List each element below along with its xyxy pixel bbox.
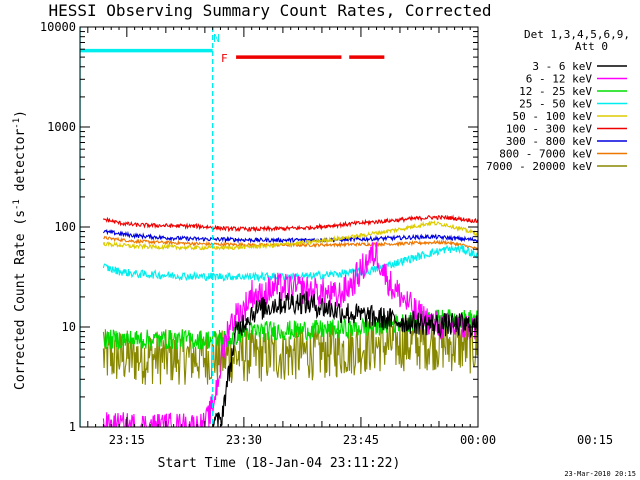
legend-item: 6 - 12 keV (526, 73, 627, 86)
legend-item-label: 25 - 50 keV (519, 98, 592, 111)
x-tick-label: 23:30 (226, 433, 262, 447)
series-line-50-100-kev (102, 220, 478, 252)
legend-item-label: 100 - 300 keV (506, 123, 592, 136)
legend-item-label: 6 - 12 keV (526, 73, 593, 86)
legend-item: 12 - 25 keV (519, 85, 627, 98)
y-axis-label: Corrected Count Rate (s-1 detector-1) (12, 110, 28, 390)
legend-item: 300 - 800 keV (506, 135, 627, 148)
legend-item: 7000 - 20000 keV (486, 160, 627, 173)
y-tick-label: 100 (54, 220, 76, 234)
y-tick-label: 10000 (40, 20, 76, 34)
y-tick-label: 10 (62, 320, 76, 334)
x-tick-label: 00:00 (460, 433, 496, 447)
legend-item: 800 - 7000 keV (499, 148, 627, 161)
series-line-800-7000-kev (103, 235, 478, 251)
series-line-100-300-kev (102, 214, 478, 233)
series-line-25-50-kev (102, 244, 478, 283)
flag-label-f: F (221, 52, 228, 65)
chart-title: HESSI Observing Summary Count Rates, Cor… (48, 1, 491, 20)
legend-header-attenuator: Att 0 (575, 40, 608, 53)
series-line-6-12-kev (102, 241, 478, 427)
series-line-300-800-kev (102, 228, 478, 245)
legend-item-label: 300 - 800 keV (506, 135, 592, 148)
legend-item: 3 - 6 keV (532, 60, 627, 73)
x-tick-label: 23:45 (343, 433, 379, 447)
y-tick-label: 1 (69, 420, 76, 434)
legend-item-label: 50 - 100 keV (513, 110, 593, 123)
x-axis-label: Start Time (18-Jan-04 23:11:22) (158, 456, 401, 471)
series-line-12-25-kev (102, 309, 478, 350)
x-tick-label: 00:15 (577, 433, 613, 447)
x-tick-label: 23:15 (109, 433, 145, 447)
plot-area: NFS11010010001000023:1523:3023:4500:0000… (40, 20, 613, 447)
data-layer (80, 27, 478, 427)
flag-label-n: N (213, 32, 220, 45)
footer-timestamp: 23-Mar-2010 20:15 (564, 470, 636, 478)
legend-item-label: 800 - 7000 keV (499, 148, 592, 161)
y-tick-label: 1000 (47, 120, 76, 134)
legend-item: 50 - 100 keV (513, 110, 627, 123)
legend-item: 100 - 300 keV (506, 123, 627, 136)
series-line-3-6-kev (212, 291, 478, 427)
legend-item: 25 - 50 keV (519, 98, 627, 111)
legend-item-label: 7000 - 20000 keV (486, 160, 592, 173)
legend-item-label: 3 - 6 keV (532, 60, 592, 73)
legend-header-detectors: Det 1,3,4,5,6,9, (524, 28, 630, 41)
legend-item-label: 12 - 25 keV (519, 85, 592, 98)
